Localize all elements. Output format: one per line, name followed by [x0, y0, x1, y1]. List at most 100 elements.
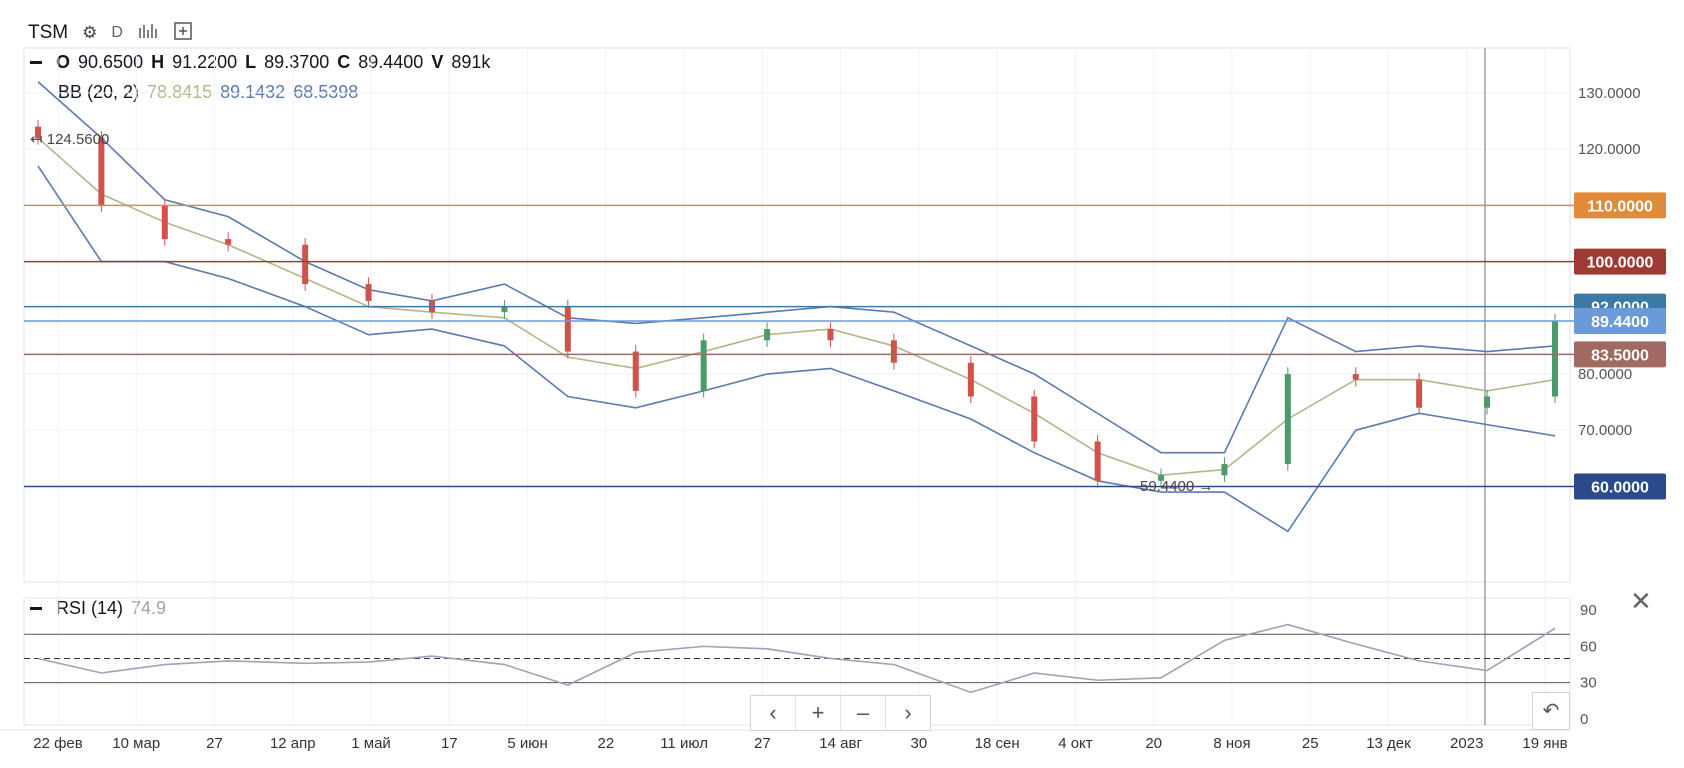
bb-label[interactable]: BB (20, 2) [58, 82, 140, 102]
price-label-text: 83.5000 [1591, 347, 1649, 364]
rsi-legend: RSI (14) 74.9 [30, 598, 166, 619]
candle-body [1416, 379, 1423, 408]
ohlc-legend: O 90.6500 H 91.2200 L 89.3700 C 89.4400 V 891… [30, 52, 490, 73]
price-label-box [1574, 473, 1666, 500]
bb-legend: BB (20, 2) 78.8415 89.1432 68.5398 [58, 82, 358, 103]
x-tick-label: 4 окт [1058, 735, 1093, 752]
x-tick-label: 17 [441, 735, 458, 752]
price-label-box [1574, 192, 1666, 219]
high-label: H [151, 52, 165, 72]
candle-body [161, 205, 168, 240]
candle-body [1094, 441, 1101, 481]
x-tick-label: 27 [754, 735, 771, 752]
high-value: 91.2200 [172, 52, 238, 72]
candle-body [967, 362, 974, 397]
y-tick-label: 70.0000 [1578, 422, 1632, 439]
volume-value: 891k [451, 52, 491, 72]
close-label: C [337, 52, 351, 72]
candle-body [98, 137, 105, 206]
x-tick-label: 20 [1145, 735, 1162, 752]
x-tick-label: 8 ноя [1213, 735, 1250, 752]
y-tick-label: 80.0000 [1578, 366, 1632, 383]
candle-body [302, 244, 309, 285]
x-tick-label: 2023 [1450, 735, 1483, 752]
volume-label: V [431, 52, 444, 72]
x-tick-label: 18 сен [975, 735, 1020, 752]
x-tick-label: 30 [911, 735, 928, 752]
x-tick-label: 5 июн [507, 735, 547, 752]
main-pane-frame [23, 47, 1571, 583]
low-label: L [245, 52, 257, 72]
rsi-tick-label: 0 [1580, 711, 1588, 728]
chart-nav: ‹ + – › [750, 695, 931, 731]
candle-body [1484, 396, 1491, 408]
series-toggle[interactable] [30, 61, 42, 64]
candle-body [1221, 463, 1228, 476]
candle-body [365, 284, 372, 301]
rsi-tick-label: 30 [1580, 675, 1597, 692]
candle-body [764, 329, 771, 341]
candle-body [1284, 374, 1291, 464]
y-tick-label: 120.0000 [1578, 141, 1641, 158]
series-bb-basis [37, 137, 1556, 477]
x-tick-label: 14 авг [819, 735, 862, 752]
scroll-left-button[interactable]: ‹ [751, 696, 796, 730]
rsi-toggle[interactable] [30, 607, 42, 610]
x-tick-label: 22 фев [33, 735, 83, 752]
low-value: 89.3700 [264, 52, 330, 72]
candle-body [827, 329, 834, 341]
x-tick-label: 19 янв [1522, 735, 1567, 752]
rsi-value: 74.9 [131, 598, 167, 618]
price-label-box [1574, 341, 1666, 368]
price-label-box [1574, 293, 1666, 320]
symbol-label[interactable]: TSM [28, 22, 69, 43]
undo-icon[interactable]: ↶ [1532, 692, 1570, 730]
interval-label[interactable]: D [111, 24, 123, 41]
x-tick-label: 1 май [351, 735, 391, 752]
bb-basis-value: 78.8415 [147, 82, 213, 102]
price-label-text: 100.0000 [1587, 255, 1654, 272]
rsi-label[interactable]: RSI (14) [56, 598, 124, 618]
low-annotation: 59.4400 → [1140, 478, 1214, 495]
x-tick-label: 11 июл [660, 735, 708, 752]
candle-body [1352, 374, 1359, 380]
rsi-tick-label: 60 [1580, 638, 1597, 655]
y-tick-label: 130.0000 [1578, 85, 1641, 102]
rsi-line [37, 623, 1556, 694]
candle-body [501, 306, 508, 313]
x-tick-label: 25 [1302, 735, 1319, 752]
x-tick-label: 22 [597, 735, 614, 752]
series-bb-lower [37, 165, 1556, 533]
price-label-text: 92.0000 [1591, 300, 1649, 317]
scroll-right-button[interactable]: › [904, 700, 912, 725]
high-annotation: ↤ 124.5600 [30, 131, 110, 148]
x-tick-label: 27 [206, 735, 223, 752]
low-annotation-value: 59.4400 [1140, 478, 1195, 495]
candle-body [632, 351, 639, 391]
series-bb-upper [37, 81, 1556, 454]
x-tick-label: 12 апр [270, 735, 316, 752]
price-label-text: 60.0000 [1591, 479, 1649, 496]
rsi-tick-label: 90 [1580, 602, 1597, 619]
price-label-box [1574, 307, 1666, 334]
gear-icon[interactable]: ⚙ [82, 23, 98, 42]
candle-body [1552, 320, 1558, 397]
zoom-in-button[interactable]: + [796, 696, 841, 730]
candle-body [225, 239, 232, 245]
candle-body [890, 340, 897, 363]
zoom-out-button[interactable]: – [841, 696, 886, 730]
close-icon[interactable]: ✕ [1630, 586, 1652, 616]
price-label-box [1574, 248, 1666, 275]
open-value: 90.6500 [78, 52, 144, 72]
price-label-text: 110.0000 [1587, 198, 1653, 215]
add-icon[interactable] [173, 21, 193, 46]
high-annotation-value: 124.5600 [46, 131, 110, 148]
candle-body [700, 340, 707, 391]
bars-icon[interactable] [137, 22, 159, 45]
price-label-text: 89.4400 [1591, 314, 1649, 331]
chart-header: TSM ⚙ D [28, 18, 193, 48]
open-label: O [56, 52, 71, 72]
candle-body [564, 306, 571, 352]
close-value: 89.4400 [358, 52, 424, 72]
